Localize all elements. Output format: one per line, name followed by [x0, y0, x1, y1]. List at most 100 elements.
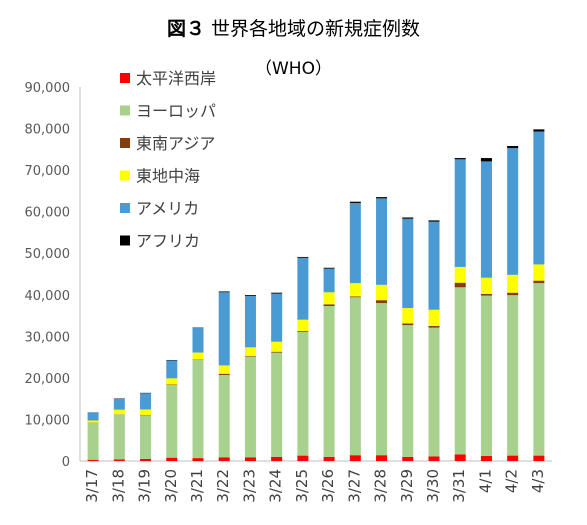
- bar-segment-3: [454, 266, 466, 283]
- x-tick-label: 3/25: [293, 469, 311, 503]
- bar-segment-4: [113, 398, 125, 410]
- bar-segment-4: [244, 295, 256, 348]
- x-tick-label: 4/3: [529, 469, 547, 493]
- chart-title: 図３ 世界各地域の新規症例数: [0, 14, 587, 41]
- y-tick-label: 0: [62, 455, 70, 470]
- bar-segment-0: [297, 455, 309, 461]
- bar-segment-2: [297, 330, 309, 332]
- bar-segment-0: [349, 455, 361, 461]
- bar-segment-0: [218, 457, 230, 461]
- bar-segment-4: [480, 161, 492, 278]
- x-tick-label: 4/1: [476, 469, 494, 493]
- bar-segment-0: [166, 457, 178, 461]
- bar-segment-4: [533, 131, 545, 265]
- bar-segment-3: [192, 352, 204, 360]
- legend-label: アメリカ: [136, 199, 199, 218]
- bar-segment-3: [480, 277, 492, 294]
- bar-segment-1: [480, 295, 492, 457]
- y-tick-label: 60,000: [25, 206, 71, 221]
- x-tick-label: 3/17: [83, 469, 101, 503]
- x-tick-label: 3/18: [109, 469, 127, 503]
- bar-segment-5: [297, 256, 309, 258]
- legend-swatch: [120, 203, 130, 213]
- bar-segment-0: [192, 458, 204, 461]
- bar-segment-2: [507, 292, 519, 296]
- x-tick-label: 3/28: [372, 469, 390, 503]
- bar-segment-0: [113, 459, 125, 461]
- bar-segment-1: [113, 414, 125, 460]
- bar-segment-1: [402, 325, 414, 457]
- legend-swatch: [120, 170, 130, 181]
- bar-segment-5: [402, 217, 414, 219]
- bar-segment-2: [376, 300, 388, 304]
- bar-segment-0: [480, 456, 492, 461]
- bar-segment-4: [140, 393, 152, 410]
- bar-segment-3: [507, 274, 519, 293]
- legend-label: アフリカ: [136, 232, 200, 251]
- bar-segment-1: [533, 283, 545, 456]
- bar-segment-1: [454, 287, 466, 455]
- x-tick-label: 4/2: [503, 469, 521, 493]
- bar-segment-1: [507, 295, 519, 456]
- bar-segment-5: [533, 129, 545, 132]
- bar-segment-1: [166, 384, 178, 458]
- bar-segment-0: [376, 455, 388, 461]
- bar-segment-0: [140, 458, 152, 461]
- x-tick-label: 3/27: [345, 469, 363, 503]
- bar-segment-3: [271, 341, 283, 352]
- y-tick-label: 50,000: [25, 247, 71, 262]
- bar-segment-4: [218, 292, 230, 366]
- x-tick-label: 3/29: [398, 469, 416, 503]
- bar-segment-3: [297, 319, 309, 331]
- bar-segment-0: [402, 456, 414, 461]
- bar-segment-5: [480, 158, 492, 162]
- bar-segment-2: [533, 280, 545, 284]
- bar-segment-2: [428, 325, 440, 328]
- bar-segment-4: [376, 198, 388, 285]
- legend-label: 太平洋西岸: [136, 69, 216, 88]
- bar-segment-3: [402, 308, 414, 324]
- bar-segment-4: [87, 412, 99, 421]
- bar-segment-2: [218, 373, 230, 375]
- bar-segment-3: [349, 283, 361, 297]
- bar-segment-3: [218, 365, 230, 374]
- x-tick-label: 3/23: [240, 469, 258, 503]
- bar-segment-3: [140, 409, 152, 415]
- bar-segment-3: [166, 378, 178, 385]
- bar-segment-1: [349, 297, 361, 456]
- bar-segment-1: [297, 331, 309, 456]
- bar-segment-3: [376, 284, 388, 301]
- legend-swatch: [120, 235, 130, 246]
- legend-label: ヨーロッパ: [136, 102, 216, 121]
- bar-segment-5: [323, 267, 335, 269]
- bar-segment-5: [428, 220, 440, 222]
- bar-segment-0: [271, 456, 283, 461]
- bar-segment-5: [376, 197, 388, 199]
- bar-segment-3: [428, 309, 440, 326]
- x-tick-label: 3/30: [424, 469, 442, 503]
- y-tick-label: 80,000: [25, 123, 71, 138]
- y-tick-label: 30,000: [25, 330, 71, 345]
- bar-segment-1: [323, 306, 335, 457]
- bar-segment-2: [402, 323, 414, 326]
- bar-segment-2: [349, 296, 361, 298]
- bar-segment-0: [244, 457, 256, 461]
- bar-segment-2: [323, 304, 335, 306]
- y-tick-label: 70,000: [25, 164, 71, 179]
- bar-segment-3: [87, 420, 99, 423]
- bar-segment-1: [271, 352, 283, 457]
- bar-segment-4: [349, 202, 361, 284]
- bar-segment-5: [507, 146, 519, 149]
- bar-segment-1: [140, 415, 152, 459]
- y-tick-label: 10,000: [25, 413, 71, 428]
- bar-segment-4: [323, 268, 335, 293]
- bar-segment-3: [244, 347, 256, 357]
- bar-segment-0: [87, 459, 99, 461]
- y-tick-label: 40,000: [25, 289, 71, 304]
- bar-segment-1: [218, 374, 230, 458]
- x-tick-label: 3/19: [136, 469, 154, 503]
- legend-label: 東南アジア: [136, 134, 215, 153]
- figure-label: 図３: [166, 18, 205, 40]
